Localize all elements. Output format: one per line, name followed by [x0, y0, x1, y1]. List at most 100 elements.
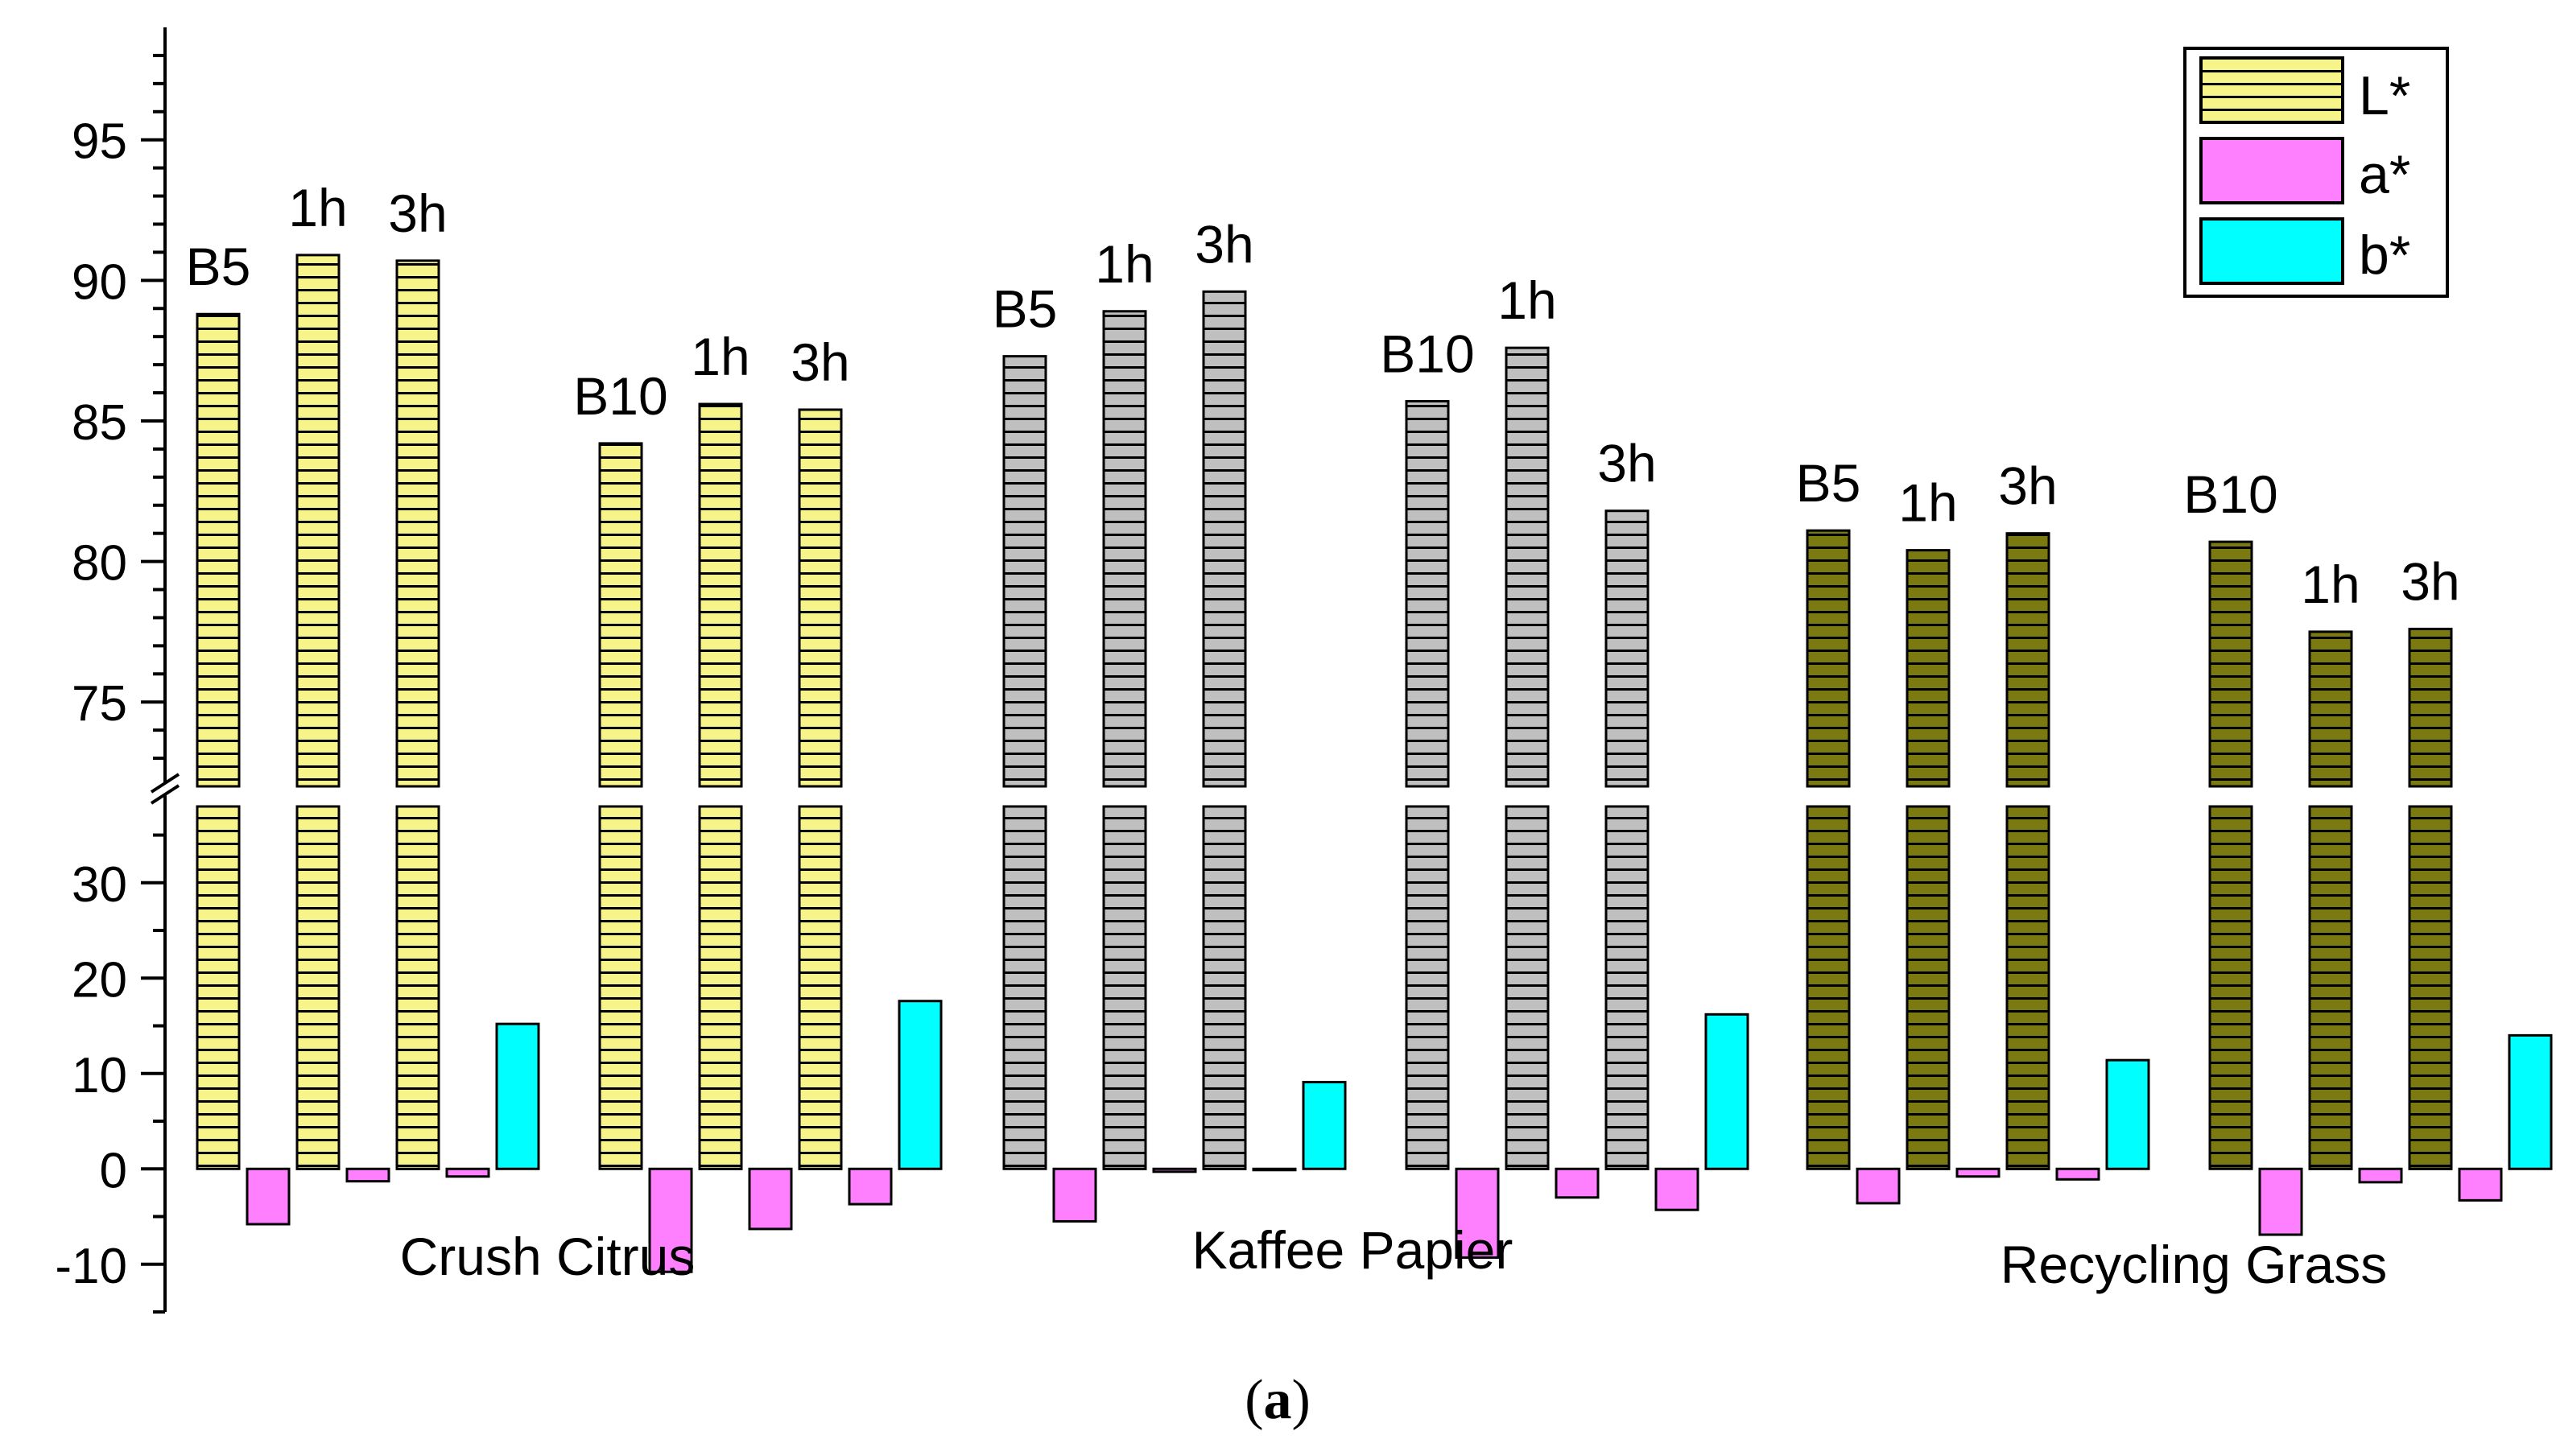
bar-l-lower: [2308, 805, 2353, 1170]
bar-l-lower: [2005, 805, 2050, 1170]
bar-a: [246, 1167, 291, 1226]
bar-l-upper: [395, 259, 440, 788]
y-tick-label: 10: [72, 1048, 127, 1103]
legend-label-b: b*: [2359, 225, 2410, 286]
bar-sample-label: B10: [2183, 464, 2277, 524]
bar-sample-label: B5: [1796, 453, 1861, 513]
bar-sample-label: 3h: [1998, 456, 2057, 516]
bar-l-upper: [1002, 355, 1047, 788]
bar-b: [1302, 1080, 1347, 1170]
bar-b: [898, 1000, 943, 1170]
bar-a: [2358, 1167, 2403, 1184]
bar-l-upper: [798, 408, 843, 788]
bar-a: [2258, 1167, 2303, 1236]
bar-l-lower: [698, 805, 743, 1170]
bar-sample-label: B10: [1380, 324, 1474, 384]
bar-b: [2105, 1058, 2150, 1170]
bar-l-upper: [2408, 627, 2453, 788]
bar-a: [2458, 1167, 2503, 1202]
caption-close-paren: ): [1292, 1369, 1311, 1431]
bar-a: [345, 1167, 390, 1183]
legend: L* a* b*: [2183, 47, 2449, 298]
group-label: Recycling Grass: [2001, 1235, 2387, 1294]
bar-l-upper: [1806, 529, 1851, 788]
bar-a: [1955, 1167, 2001, 1178]
bar-l-lower: [295, 805, 341, 1170]
y-tick-label: 80: [72, 536, 127, 592]
bar-sample-label: B5: [993, 279, 1058, 339]
bar-l-lower: [798, 805, 843, 1170]
y-tick-label: -10: [55, 1239, 127, 1294]
bar-sample-label: 3h: [2401, 551, 2459, 611]
bar-l-upper: [1906, 549, 1951, 788]
bar-b: [2508, 1033, 2553, 1170]
bar-a: [1152, 1167, 1197, 1173]
bar-a: [848, 1167, 893, 1206]
caption-letter: a: [1264, 1369, 1292, 1431]
bar-a: [2055, 1167, 2100, 1181]
bar-sample-label: 1h: [691, 327, 749, 386]
bar-l-lower: [1102, 805, 1147, 1170]
bar-l-upper: [1405, 400, 1450, 788]
bar-sample-label: 3h: [1195, 214, 1253, 274]
bar-sample-label: B10: [573, 366, 667, 426]
bar-l-upper: [196, 312, 241, 788]
bar-l-upper: [2208, 540, 2253, 788]
bar-l-upper: [698, 402, 743, 788]
figure-caption: (a): [1245, 1369, 1311, 1431]
bar-l-lower: [1405, 805, 1450, 1170]
bar-a: [1252, 1167, 1297, 1172]
axis-break-mark: [150, 773, 180, 794]
bar-sample-label: 3h: [791, 332, 849, 392]
bar-l-upper: [1202, 290, 1247, 788]
bar-l-upper: [295, 254, 341, 788]
bar-l-upper: [1604, 509, 1650, 788]
bar-l-lower: [2208, 805, 2253, 1170]
bar-a: [1555, 1167, 1600, 1199]
bar-a: [445, 1167, 490, 1178]
bar-sample-label: 1h: [2301, 555, 2360, 614]
y-tick-label: 30: [72, 857, 127, 913]
bar-sample-label: 1h: [1095, 234, 1154, 294]
y-tick-label: 90: [72, 254, 127, 310]
bar-a: [1856, 1167, 1901, 1205]
bar-l-lower: [1002, 805, 1047, 1170]
bar-l-lower: [1505, 805, 1550, 1170]
legend-swatch-a: [2199, 137, 2344, 204]
bar-a: [748, 1167, 793, 1231]
bar-l-upper: [598, 442, 643, 788]
y-axis: 75 80 85 90 95 -10 0 10 20 30: [55, 27, 180, 1314]
bar-a: [1654, 1167, 1699, 1211]
bar-l-lower: [1202, 805, 1247, 1170]
group-label: Kaffee Papier: [1192, 1220, 1513, 1280]
y-tick-label: 20: [72, 952, 127, 1008]
y-tick-label: 95: [72, 114, 127, 170]
bar-a: [1455, 1167, 1500, 1259]
group-labels-layer: Crush Citrus Kaffee Papier Recycling Grass: [400, 1220, 2388, 1294]
bar-sample-label: 3h: [388, 184, 447, 243]
caption-open-paren: (: [1245, 1369, 1263, 1431]
group-label: Crush Citrus: [400, 1227, 696, 1286]
data-labels-layer: B5 1h 3h B10 1h 3h B5 1h 3h B10 1h 3h B5 1h 3h B10 1h 3h: [186, 178, 2460, 614]
bar-b: [1704, 1013, 1749, 1170]
bar-a: [648, 1167, 693, 1273]
bar-l-lower: [1906, 805, 1951, 1170]
legend-label-l: L*: [2359, 65, 2410, 126]
legend-swatch-l: [2199, 56, 2344, 124]
y-tick-label: 75: [72, 676, 127, 732]
bar-l-lower: [1806, 805, 1851, 1170]
bar-sample-label: 1h: [288, 178, 347, 237]
bar-l-lower: [2408, 805, 2453, 1170]
bar-l-lower: [1604, 805, 1650, 1170]
bar-sample-label: B5: [186, 237, 251, 296]
bar-l-upper: [1102, 310, 1147, 788]
bar-l-upper: [1505, 346, 1550, 788]
bar-l-lower: [196, 805, 241, 1170]
bar-l-upper: [2005, 532, 2050, 788]
bar-sample-label: 3h: [1597, 434, 1656, 493]
legend-swatch-b: [2199, 217, 2344, 285]
bar-a: [1052, 1167, 1097, 1223]
bar-l-lower: [395, 805, 440, 1170]
y-tick-label: 0: [100, 1143, 127, 1198]
